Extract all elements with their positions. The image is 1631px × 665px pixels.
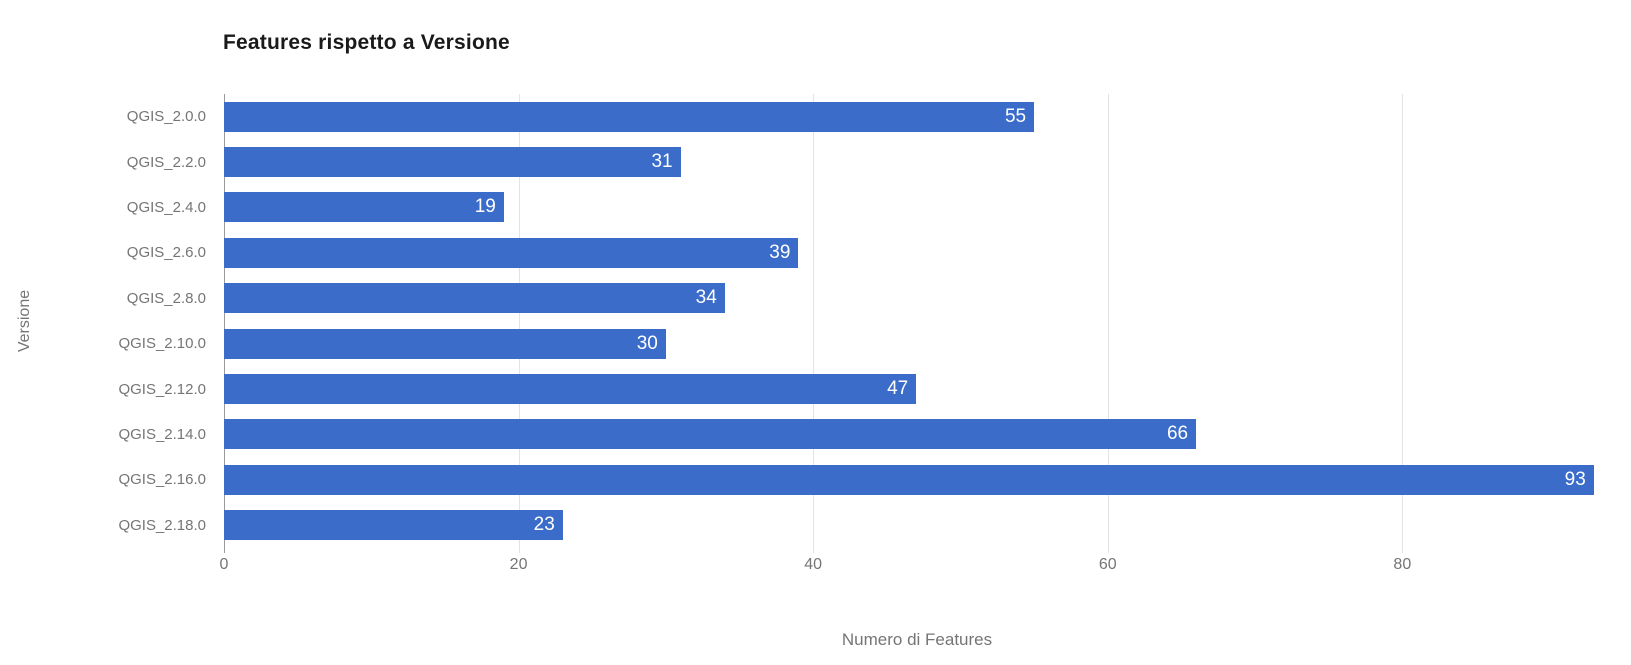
x-tick-label: 20 <box>509 556 528 573</box>
bar[interactable]: 34 <box>224 283 725 314</box>
bar-value-label: 19 <box>474 196 496 218</box>
bar[interactable]: 19 <box>224 192 504 223</box>
bar-value-label: 66 <box>1166 423 1189 445</box>
x-tick-label: 60 <box>1098 556 1117 573</box>
bar-rows: 55 31 19 39 34 30 47 66 93 23 <box>224 94 1610 548</box>
x-tick-label: 80 <box>1393 556 1412 573</box>
category-label: QGIS_2.2.0 <box>126 153 206 171</box>
category-label: QGIS_2.8.0 <box>126 289 206 307</box>
bar-value-label: 34 <box>695 287 717 309</box>
category-label: QGIS_2.10.0 <box>118 335 206 353</box>
bar[interactable]: 93 <box>224 464 1594 495</box>
bar-value-label: 39 <box>769 241 791 263</box>
bar[interactable]: 47 <box>224 374 917 405</box>
category-label: QGIS_2.6.0 <box>126 244 206 262</box>
bar-row: 47 <box>224 366 1610 411</box>
bar-row: 66 <box>224 412 1610 457</box>
bar-row: 39 <box>224 230 1610 275</box>
gridline <box>813 94 815 553</box>
category-label: QGIS_2.0.0 <box>126 108 206 126</box>
bar[interactable]: 66 <box>224 419 1197 450</box>
bar-row: 31 <box>224 139 1610 184</box>
category-label: QGIS_2.14.0 <box>118 425 206 443</box>
x-axis-title: Numero di Features <box>841 630 993 649</box>
bar-value-label: 47 <box>887 378 909 400</box>
bar-row: 23 <box>224 503 1610 548</box>
bar-row: 19 <box>224 185 1610 230</box>
bar[interactable]: 39 <box>224 237 799 268</box>
y-axis-labels: QGIS_2.0.0 QGIS_2.2.0 QGIS_2.4.0 QGIS_2.6.0… <box>0 94 206 548</box>
gridline <box>518 94 520 553</box>
bar-value-label: 30 <box>636 332 658 354</box>
x-tick-label: 40 <box>804 556 823 573</box>
bar[interactable]: 23 <box>224 510 563 541</box>
category-label: QGIS_2.16.0 <box>118 471 206 489</box>
x-tick-label: 0 <box>219 556 229 573</box>
bar-value-label: 23 <box>533 514 555 536</box>
x-axis-ticks: 0 20 40 60 80 <box>220 555 1610 579</box>
category-label: QGIS_2.18.0 <box>118 516 206 534</box>
bar[interactable]: 30 <box>224 328 666 359</box>
bar[interactable]: 31 <box>224 147 681 178</box>
bar-value-label: 55 <box>1004 105 1027 127</box>
chart-title: Features rispetto a Versione <box>223 31 510 54</box>
gridline <box>1107 94 1109 553</box>
bar-row: 93 <box>224 457 1610 502</box>
gridline <box>1402 94 1404 553</box>
plot-area: 55 31 19 39 34 30 47 66 93 23 <box>224 94 1610 553</box>
bar-value-label: 93 <box>1564 468 1586 490</box>
bar-row: 55 <box>224 94 1610 139</box>
bar-value-label: 31 <box>651 151 673 173</box>
bar-row: 30 <box>224 321 1610 366</box>
category-label: QGIS_2.4.0 <box>126 198 206 216</box>
bar-row: 34 <box>224 276 1610 321</box>
baseline-gridline <box>224 94 225 553</box>
category-label: QGIS_2.12.0 <box>118 380 206 398</box>
bar[interactable]: 55 <box>224 101 1035 132</box>
